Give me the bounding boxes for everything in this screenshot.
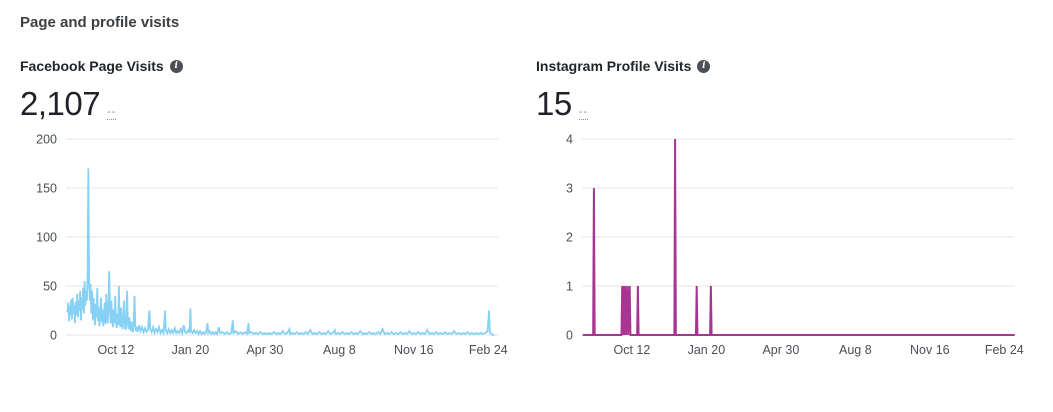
facebook-card-header: Facebook Page Visits i	[20, 57, 512, 75]
instagram-card-title: Instagram Profile Visits	[536, 58, 692, 74]
y-axis-tick-label: 4	[566, 133, 573, 147]
facebook-card-title: Facebook Page Visits	[20, 58, 164, 74]
info-icon[interactable]: i	[697, 59, 711, 73]
instagram-profile-visits-card: Instagram Profile Visits i 15 -- 0 1 2 3 4 Oc…	[536, 57, 1028, 365]
facebook-metric-delta[interactable]: --	[107, 106, 117, 120]
instagram-metric-delta[interactable]: --	[578, 106, 589, 120]
instagram-visits-chart[interactable]: 0 1 2 3 4 Oct 12 Jan 20 Apr 30 Aug 8 Nov 16 Feb 24	[536, 127, 1028, 365]
x-axis-tick-label: Apr 30	[762, 343, 799, 357]
facebook-visits-chart[interactable]: 0 50 100 150 200 Oct 12 Jan 20 Apr 30 Aug 8 Nov 1…	[20, 127, 512, 365]
facebook-metric-row: 2,107 --	[20, 85, 512, 122]
y-axis-tick-label: 1	[566, 280, 573, 294]
y-axis-tick-label: 3	[566, 182, 573, 196]
x-axis-tick-label: Aug 8	[323, 343, 356, 357]
y-axis-tick-label: 200	[36, 133, 57, 147]
y-axis-tick-label: 100	[36, 231, 57, 245]
x-axis-tick-label: Nov 16	[394, 343, 434, 357]
x-axis-tick-label: Nov 16	[910, 343, 950, 357]
x-axis-tick-label: Oct 12	[613, 343, 650, 357]
info-icon[interactable]: i	[169, 59, 183, 73]
x-axis-tick-label: Feb 24	[469, 343, 508, 357]
y-axis-tick-label: 0	[50, 329, 57, 343]
facebook-metric-value: 2,107	[20, 85, 101, 122]
page-and-profile-visits-section: Page and profile visits Facebook Page Vi…	[20, 14, 1033, 365]
x-axis-tick-label: Aug 8	[839, 343, 872, 357]
y-axis-tick-label: 2	[566, 231, 573, 245]
instagram-metric-row: 15 --	[536, 85, 1028, 122]
x-axis-tick-label: Apr 30	[246, 343, 283, 357]
page-title: Page and profile visits	[20, 14, 180, 31]
x-axis-tick-label: Oct 12	[97, 343, 134, 357]
y-axis-tick-label: 150	[36, 182, 57, 196]
y-axis-tick-label: 50	[43, 280, 57, 294]
instagram-card-header: Instagram Profile Visits i	[536, 57, 1028, 75]
x-axis-tick-label: Jan 20	[688, 343, 726, 357]
charts-row: Facebook Page Visits i 2,107 -- 0 50 100 15…	[20, 57, 1033, 365]
x-axis-tick-label: Jan 20	[172, 343, 210, 357]
y-axis-tick-label: 0	[566, 329, 573, 343]
series-line	[582, 138, 1015, 336]
series-line	[66, 168, 495, 337]
facebook-page-visits-card: Facebook Page Visits i 2,107 -- 0 50 100 15…	[20, 57, 512, 365]
instagram-metric-value: 15	[536, 85, 572, 122]
x-axis-tick-label: Feb 24	[985, 343, 1024, 357]
